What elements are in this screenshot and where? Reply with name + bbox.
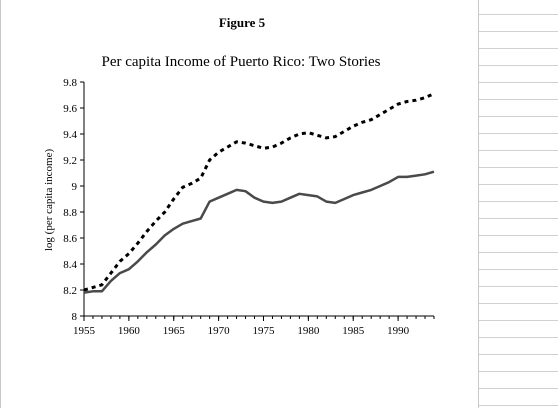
y-tick-label: 9.2 — [63, 155, 77, 167]
figure-label: Figure 5 — [218, 15, 266, 30]
panel-rule-line — [479, 286, 558, 287]
window-border — [0, 0, 1, 408]
panel-rule-line — [479, 31, 558, 32]
panel-rule-line — [479, 320, 558, 321]
panel-rule-line — [479, 133, 558, 134]
panel-rule-line — [479, 48, 558, 49]
x-tick-label: 1955 — [73, 325, 96, 337]
panel-rule-line — [479, 218, 558, 219]
panel-rule-line — [479, 99, 558, 100]
x-tick-label: 1985 — [342, 325, 365, 337]
panel-rule-line — [479, 184, 558, 185]
x-tick-label: 1975 — [252, 325, 275, 337]
panel-rule-line — [479, 354, 558, 355]
series-line-solid — [83, 170, 435, 294]
x-tick-label: 1960 — [118, 325, 141, 337]
panel-rule-line — [479, 65, 558, 66]
panel-rule-line — [479, 82, 558, 83]
chart-title: Per capita Income of Puerto Rico: Two St… — [101, 54, 380, 70]
panel-rule-line — [479, 116, 558, 117]
panel-rule-line — [479, 337, 558, 338]
x-tick-label: 1965 — [163, 325, 186, 337]
panel-rule-line — [479, 150, 558, 151]
panel-rule-line — [479, 167, 558, 168]
panel-rule-line — [479, 388, 558, 389]
y-tick-label: 8 — [72, 311, 78, 323]
panel-rule-line — [479, 269, 558, 270]
y-tick-label: 9.6 — [63, 103, 77, 115]
x-tick-label: 1970 — [208, 325, 231, 337]
y-tick-label: 8.8 — [63, 207, 77, 219]
panel-rule-line — [479, 14, 558, 15]
y-tick-label: 9.4 — [63, 129, 77, 141]
x-tick-label: 1990 — [387, 325, 410, 337]
x-tick-label: 1980 — [297, 325, 320, 337]
panel-rule-line — [479, 252, 558, 253]
panel-rule-line — [479, 405, 558, 406]
y-tick-label: 9.8 — [63, 77, 77, 89]
plot-area: 8 8.2 8.4 8.6 8.8 9 9.2 9.4 9.6 9.8 1955 1960 1965 19… — [63, 77, 435, 337]
y-tick-label: 8.4 — [63, 259, 77, 271]
panel-rule-line — [479, 371, 558, 372]
series-line-dotted — [83, 92, 435, 292]
y-axis-title: log (per capita income) — [43, 149, 55, 252]
panel-rule-line — [479, 303, 558, 304]
panel-rule-line — [479, 201, 558, 202]
y-tick-label: 9 — [72, 181, 78, 193]
y-tick-label: 8.2 — [63, 285, 77, 297]
panel-rule-line — [479, 235, 558, 236]
right-sheet-panel — [478, 0, 558, 408]
y-tick-label: 8.6 — [63, 233, 77, 245]
